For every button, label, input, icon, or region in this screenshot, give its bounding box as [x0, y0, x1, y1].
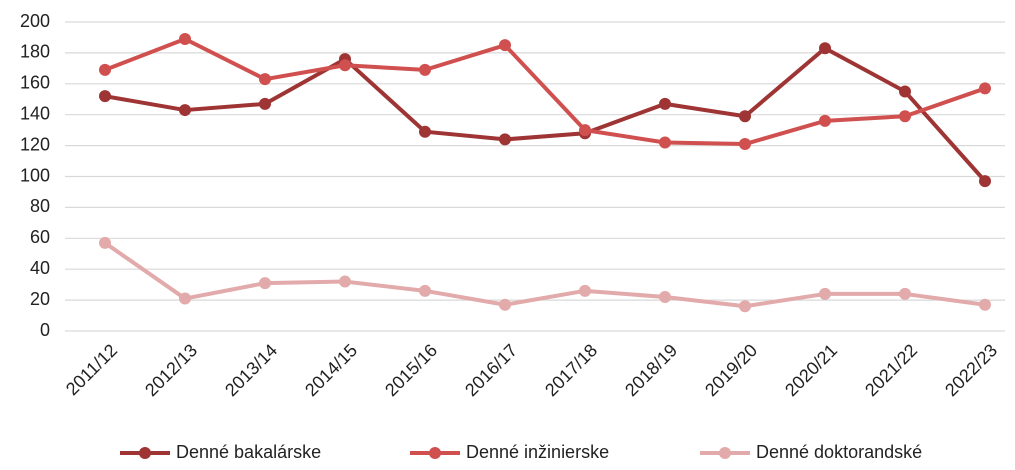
data-point	[739, 138, 751, 151]
x-tick-label: 2013/14	[221, 340, 281, 400]
y-tick-label: 40	[30, 258, 50, 278]
data-point	[659, 291, 671, 304]
y-tick-label: 140	[20, 103, 50, 123]
y-tick-label: 200	[20, 11, 50, 31]
data-point	[899, 287, 911, 300]
x-tick-label: 2022/23	[941, 340, 1001, 400]
data-point	[259, 73, 271, 86]
data-point	[499, 39, 511, 52]
series-line	[104, 36, 986, 147]
data-point	[259, 97, 271, 110]
x-tick-label: 2011/12	[62, 340, 121, 399]
data-point	[979, 298, 991, 311]
data-point	[339, 275, 351, 288]
data-point	[659, 97, 671, 110]
data-point	[899, 110, 911, 123]
data-point	[659, 136, 671, 149]
data-point	[419, 125, 431, 138]
data-point	[819, 42, 831, 55]
legend-label: Denné bakalárske	[176, 442, 321, 462]
y-tick-label: 80	[30, 196, 50, 216]
data-point	[979, 175, 991, 188]
data-point	[99, 90, 111, 103]
data-point	[579, 124, 591, 137]
data-point	[99, 63, 111, 76]
x-tick-label: 2020/21	[781, 340, 841, 400]
data-point	[499, 298, 511, 311]
x-tick-label: 2018/19	[621, 340, 681, 400]
x-tick-label: 2016/17	[461, 340, 521, 400]
x-tick-label: 2017/18	[541, 340, 601, 400]
data-point	[739, 300, 751, 313]
x-tick-label: 2012/13	[141, 340, 201, 400]
series-line	[103, 241, 986, 309]
legend-marker	[139, 447, 151, 459]
data-point	[899, 85, 911, 98]
y-tick-label: 0	[40, 320, 50, 340]
series-line	[104, 46, 987, 183]
data-point	[499, 133, 511, 146]
data-point	[179, 104, 191, 117]
x-tick-label: 2019/20	[701, 340, 761, 400]
data-point	[579, 284, 591, 297]
y-tick-label: 100	[20, 165, 50, 185]
data-point	[979, 82, 991, 95]
x-tick-label: 2021/22	[861, 340, 921, 400]
data-point	[179, 32, 191, 45]
data-point	[819, 287, 831, 300]
data-point	[259, 277, 271, 290]
x-tick-label: 2014/15	[301, 340, 361, 400]
legend-label: Denné inžinierske	[466, 442, 609, 462]
data-point	[739, 110, 751, 123]
data-point	[339, 59, 351, 72]
y-tick-label: 120	[20, 134, 50, 154]
data-point	[419, 63, 431, 76]
y-tick-label: 160	[20, 73, 50, 93]
data-point	[99, 236, 111, 249]
x-tick-label: 2015/16	[381, 340, 441, 400]
y-tick-label: 180	[20, 42, 50, 62]
y-tick-label: 60	[30, 227, 50, 247]
data-point	[419, 284, 431, 297]
y-tick-label: 20	[30, 289, 50, 309]
legend-marker	[719, 447, 731, 459]
data-point	[179, 292, 191, 305]
legend-label: Denné doktorandské	[756, 442, 922, 462]
legend-marker	[429, 447, 441, 459]
data-point	[819, 114, 831, 127]
